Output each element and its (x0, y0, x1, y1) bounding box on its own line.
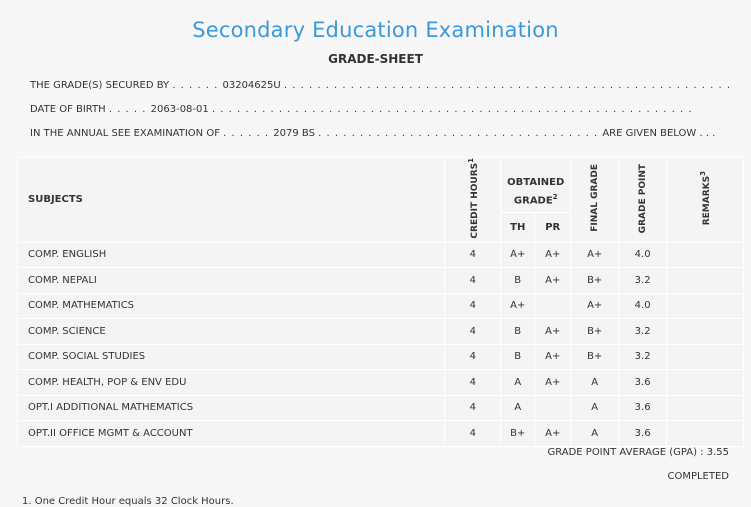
remarks-cell (666, 420, 744, 447)
pr-grade-cell (534, 292, 572, 320)
secured-by-label: THE GRADE(S) SECURED BY (30, 80, 170, 91)
th-grade-cell: B+ (500, 420, 536, 447)
table-subheader-row: TH PR (18, 212, 744, 243)
subjects-header: SUBJECTS (16, 157, 446, 243)
final-grade-cell: B+ (570, 318, 620, 345)
gpa-value: 3.55 (706, 447, 729, 458)
credit-hours-cell: 4 (444, 343, 502, 371)
grades-table-body: COMP. ENGLISH 4 A+ A+ A+ 4.0 COMP. NEPALI 4 B A+ B… (16, 241, 744, 447)
table-row: OPT.I ADDITIONAL MATHEMATICS 4 A A 3.6 (16, 394, 744, 422)
credit-hours-cell: 4 (444, 369, 502, 396)
th-header: TH (500, 212, 536, 243)
credit-hours-cell: 4 (444, 318, 502, 345)
remarks-cell (666, 369, 744, 396)
obtained-grade-header: OBTAINED GRADE2 (500, 156, 572, 214)
gpa-line: GRADE POINT AVERAGE (GPA) : 3.55 (547, 447, 729, 458)
grade-point-cell: 3.6 (618, 420, 668, 447)
symbol-number: 03204625U (222, 80, 281, 91)
table-header-row: SUBJECTS CREDIT HOURS1 OBTAINED GRADE2 F… (16, 156, 744, 243)
given-below-text: ARE GIVEN BELOW . . . (602, 128, 716, 139)
grade-sheet-heading: GRADE-SHEET (328, 52, 423, 66)
grade-point-cell: 3.6 (618, 394, 668, 422)
grade-point-cell: 3.2 (618, 343, 668, 371)
grade-point-cell: 4.0 (618, 241, 668, 269)
th-grade-cell: B (500, 318, 536, 345)
credit-hours-cell: 4 (444, 394, 502, 422)
th-grade-cell: B (500, 343, 536, 371)
subject-cell: COMP. SCIENCE (16, 318, 446, 345)
remarks-cell (666, 394, 744, 422)
remarks-cell (666, 267, 744, 294)
final-grade-cell: B+ (570, 267, 620, 294)
th-grade-cell: B (500, 267, 536, 294)
final-grade-cell: A+ (570, 292, 620, 320)
grade-point-cell: 3.2 (618, 318, 668, 345)
pr-grade-cell: A+ (534, 318, 572, 345)
final-grade-cell: B+ (570, 343, 620, 371)
subject-cell: COMP. MATHEMATICS (16, 292, 446, 320)
final-grade-cell: A (570, 420, 620, 447)
credit-hours-cell: 4 (444, 241, 502, 269)
gpa-label: GRADE POINT AVERAGE (GPA) : (547, 447, 704, 458)
grade-point-cell: 3.2 (618, 267, 668, 294)
pr-grade-cell: A+ (534, 241, 572, 269)
remarks-cell (666, 318, 744, 345)
pr-header: PR (534, 212, 572, 243)
pr-grade-cell: A+ (534, 420, 572, 447)
subject-cell: COMP. HEALTH, POP & ENV EDU (16, 369, 446, 396)
remarks-cell (666, 343, 744, 371)
final-grade-cell: A+ (570, 241, 620, 269)
subject-cell: OPT.II OFFICE MGMT & ACCOUNT (16, 420, 446, 447)
table-row: COMP. ENGLISH 4 A+ A+ A+ 4.0 (16, 241, 744, 269)
pr-grade-cell: A+ (534, 369, 572, 396)
grades-table: SUBJECTS CREDIT HOURS1 OBTAINED GRADE2 F… (16, 156, 744, 447)
remarks-cell (666, 241, 744, 269)
subject-cell: OPT.I ADDITIONAL MATHEMATICS (16, 394, 446, 422)
table-row: OPT.II OFFICE MGMT & ACCOUNT 4 B+ A+ A 3.6 (16, 420, 744, 447)
pr-grade-cell (534, 394, 572, 422)
exam-year: 2079 BS (273, 128, 315, 139)
grade-point-header: GRADE POINT (618, 157, 668, 243)
final-grade-cell: A (570, 369, 620, 396)
th-grade-cell: A+ (500, 241, 536, 269)
dob-value: 2063-08-01 (150, 104, 209, 115)
dob-label: DATE OF BIRTH (30, 104, 106, 115)
final-grade-cell: A (570, 394, 620, 422)
credit-hours-header: CREDIT HOURS1 (444, 157, 502, 243)
exam-line: IN THE ANNUAL SEE EXAMINATION OF . . . .… (30, 128, 716, 139)
table-row: COMP. MATHEMATICS 4 A+ A+ 4.0 (16, 292, 744, 320)
credit-hours-cell: 4 (444, 292, 502, 320)
page-title: Secondary Education Examination (192, 18, 559, 42)
final-grade-header: FINAL GRADE (570, 157, 620, 243)
th-grade-cell: A (500, 394, 536, 422)
footnote-credit-hour: 1. One Credit Hour equals 32 Clock Hours… (22, 496, 234, 507)
pr-grade-cell: A+ (534, 343, 572, 371)
secured-by-line: THE GRADE(S) SECURED BY . . . . . . 0320… (30, 80, 732, 91)
grade-point-cell: 4.0 (618, 292, 668, 320)
table-row: COMP. SOCIAL STUDIES 4 B A+ B+ 3.2 (16, 343, 744, 371)
exam-label: IN THE ANNUAL SEE EXAMINATION OF (30, 128, 220, 139)
th-grade-cell: A (500, 369, 536, 396)
dob-line: DATE OF BIRTH . . . . . 2063-08-01 . . .… (30, 104, 693, 115)
result-status: COMPLETED (667, 471, 729, 482)
credit-hours-cell: 4 (444, 267, 502, 294)
grade-point-cell: 3.6 (618, 369, 668, 396)
table-row: COMP. HEALTH, POP & ENV EDU 4 A A+ A 3.6 (16, 369, 744, 396)
pr-grade-cell: A+ (534, 267, 572, 294)
subject-cell: COMP. NEPALI (16, 267, 446, 294)
remarks-header: REMARKS3 (666, 157, 744, 243)
subject-cell: COMP. ENGLISH (16, 241, 446, 269)
th-grade-cell: A+ (500, 292, 536, 320)
subject-cell: COMP. SOCIAL STUDIES (16, 343, 446, 371)
table-row: COMP. NEPALI 4 B A+ B+ 3.2 (16, 267, 744, 294)
table-row: COMP. SCIENCE 4 B A+ B+ 3.2 (16, 318, 744, 345)
remarks-cell (666, 292, 744, 320)
credit-hours-cell: 4 (444, 420, 502, 447)
